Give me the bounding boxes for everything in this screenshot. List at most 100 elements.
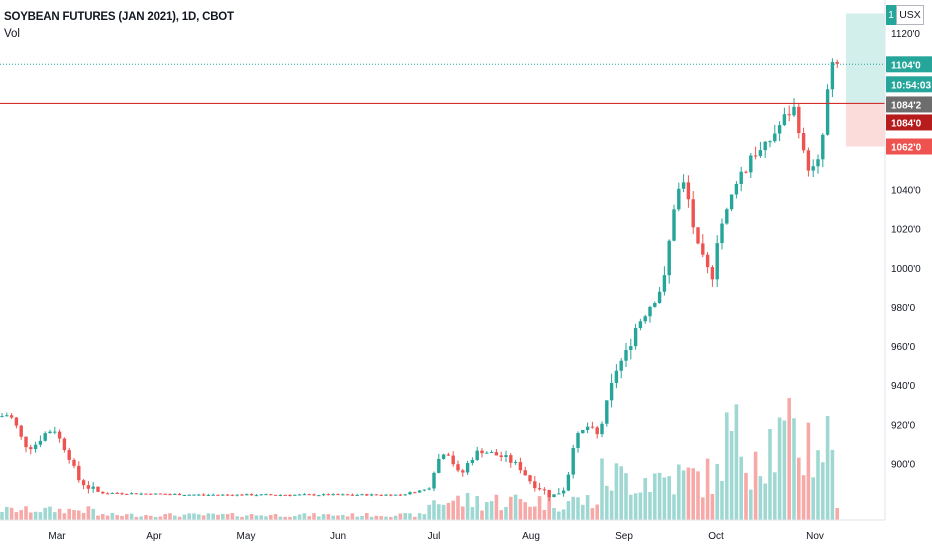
volume-bar xyxy=(336,515,340,520)
volume-bar xyxy=(758,476,763,520)
volume-bar xyxy=(57,508,62,520)
volume-bar xyxy=(422,514,427,520)
candle-body xyxy=(533,481,537,489)
candle-body xyxy=(173,493,177,495)
candle-body xyxy=(86,485,91,489)
price-axis[interactable]: 1120'0 1040'0 1020'0 1000'0 980'0 960'0 940'0 9… xyxy=(891,29,921,471)
candle-body xyxy=(153,493,158,495)
volume-bar xyxy=(393,515,398,520)
candle-body xyxy=(542,489,547,491)
volume-bar xyxy=(365,513,369,520)
candle-body xyxy=(768,141,772,143)
volume-bar xyxy=(177,516,182,520)
candle-body xyxy=(5,415,9,417)
prev-price-tag-bg xyxy=(886,96,932,113)
candle-body xyxy=(624,349,628,361)
time-axis[interactable]: Mar Apr May Jun Jul Aug Sep Oct Nov xyxy=(48,531,824,542)
volume-bar xyxy=(619,466,623,520)
candle-body xyxy=(163,493,167,495)
volume-bar xyxy=(33,511,38,520)
candle-body xyxy=(638,321,643,328)
volume-bar xyxy=(249,514,254,520)
volume-bar xyxy=(302,513,307,520)
candle-body xyxy=(614,370,619,383)
candle-body xyxy=(29,447,33,450)
volume-bar xyxy=(475,495,479,520)
candle-body xyxy=(67,450,71,460)
candle-body xyxy=(437,458,441,473)
candle-body xyxy=(129,493,134,495)
volume-bar xyxy=(384,516,388,520)
volume-bar xyxy=(206,513,211,520)
volume-bar xyxy=(792,418,796,520)
volume-bar xyxy=(91,508,95,520)
candle-body xyxy=(782,114,787,126)
candle-body xyxy=(413,492,417,494)
volume-bar xyxy=(297,514,302,520)
candle-body xyxy=(187,494,191,496)
volume-bar xyxy=(129,513,134,520)
candle-body xyxy=(221,494,225,496)
volume-bar xyxy=(705,458,710,520)
candle-body xyxy=(235,494,239,496)
volume-bar xyxy=(38,512,43,520)
candle-body xyxy=(494,452,499,456)
volume-bar xyxy=(715,463,719,520)
stop-price-tag-bg xyxy=(886,138,932,155)
volume-bar xyxy=(677,464,681,520)
last-price-tag: 1104'0 xyxy=(891,60,921,71)
volume-bar xyxy=(701,497,705,520)
candle-body xyxy=(350,494,355,496)
candle-body xyxy=(499,455,503,457)
volume-bar xyxy=(417,513,422,520)
volume-bar xyxy=(317,516,321,520)
volume-bar xyxy=(341,514,345,520)
candle-body xyxy=(758,150,763,156)
candle-body xyxy=(379,494,383,496)
price-tick-label: 940'0 xyxy=(891,381,916,392)
price-tags: 1104'0 10:54:03 1084'2 1084'0 1062'0 xyxy=(886,56,932,155)
candle-body xyxy=(552,494,556,498)
volume-bar xyxy=(835,508,839,520)
volume-bar xyxy=(461,506,465,520)
volume-bar xyxy=(552,507,556,520)
volume-bar xyxy=(264,516,268,520)
candle-body xyxy=(571,447,575,475)
candle-body xyxy=(835,62,839,64)
volume-bar xyxy=(744,472,748,520)
volume-indicator-label[interactable]: Vol xyxy=(4,28,20,40)
volume-bar xyxy=(19,510,23,520)
volume-bar xyxy=(653,473,657,520)
candle-body xyxy=(264,494,268,496)
currency-selector[interactable]: USX xyxy=(896,5,924,25)
volume-bar xyxy=(528,506,532,520)
volume-bar xyxy=(811,477,815,520)
candle-body xyxy=(633,327,638,347)
candle-body xyxy=(566,474,571,491)
candle-body xyxy=(149,493,153,495)
candle-body xyxy=(326,494,331,496)
candle-body xyxy=(307,494,311,496)
volume-bar xyxy=(662,477,667,520)
candle-body xyxy=(677,188,681,210)
candle-body xyxy=(225,494,230,496)
volume-bar xyxy=(696,471,700,520)
candle-body xyxy=(600,423,604,435)
candle-body xyxy=(619,360,623,371)
volume-bar xyxy=(518,499,523,520)
candle-body xyxy=(297,494,302,496)
volume-bar xyxy=(590,508,595,520)
candle-body xyxy=(629,346,633,350)
price-tick-label: 920'0 xyxy=(891,420,916,431)
volume-bar xyxy=(254,515,259,520)
volume-bar xyxy=(0,512,4,520)
candle-body xyxy=(777,125,782,134)
volume-bar xyxy=(643,478,647,520)
candle-body xyxy=(715,243,719,280)
volume-bar xyxy=(369,516,374,520)
volume-bar xyxy=(360,516,364,520)
volume-bar xyxy=(691,468,695,520)
time-tick-label: Apr xyxy=(146,531,162,542)
volume-bar xyxy=(710,493,715,520)
